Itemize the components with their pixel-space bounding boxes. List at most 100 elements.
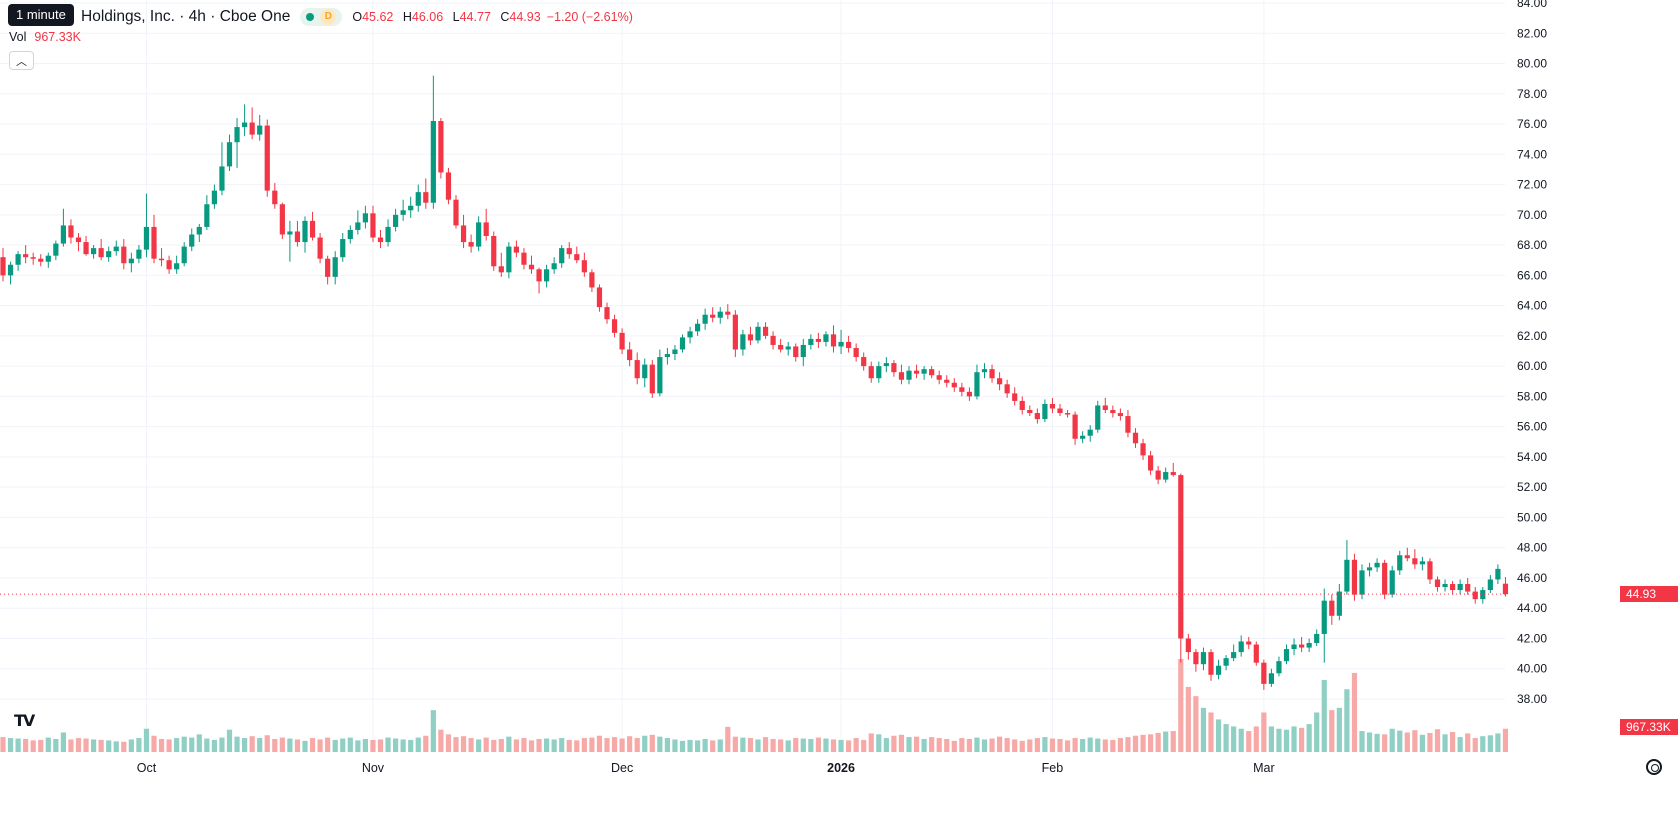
candle-body <box>710 314 716 318</box>
volume-bar <box>566 739 572 752</box>
volume-bar <box>725 726 731 752</box>
volume-bar <box>483 737 489 752</box>
time-tick-label: Dec <box>611 761 633 775</box>
candle-body <box>1246 641 1252 645</box>
volume-bar <box>913 736 920 752</box>
volume-bar <box>1344 689 1350 752</box>
volume-bar <box>642 735 648 752</box>
last-volume-tag: 967.33K <box>1620 719 1678 735</box>
volume-bar <box>1299 727 1305 752</box>
tradingview-logo-icon[interactable]: TV <box>14 711 35 730</box>
candle-body <box>257 125 263 135</box>
volume-bar <box>1223 724 1229 752</box>
volume-bars <box>0 659 1509 752</box>
volume-bar <box>702 738 708 752</box>
candle-body <box>634 360 640 379</box>
volume-bar <box>1034 738 1040 752</box>
volume-bar <box>430 710 436 752</box>
volume-bar <box>279 737 285 752</box>
volume-bar <box>1480 736 1486 752</box>
candle-body <box>1208 652 1214 675</box>
candle-body <box>68 225 74 238</box>
candle-body <box>898 372 905 380</box>
volume-bar <box>936 738 942 752</box>
volume-value: 967.33K <box>34 30 81 44</box>
gear-icon[interactable] <box>1646 759 1662 775</box>
volume-bar <box>1495 733 1501 752</box>
candle-body <box>544 269 550 282</box>
volume-bar <box>309 738 316 752</box>
volume-bar <box>1178 659 1184 752</box>
candle-body <box>445 172 452 200</box>
candle-body <box>853 347 859 358</box>
ohlc-low-value: 44.77 <box>459 10 491 24</box>
candle-body <box>581 260 587 273</box>
volume-bar <box>740 737 746 752</box>
candle-body <box>1434 579 1441 588</box>
volume-bar <box>627 736 633 752</box>
volume-bar <box>876 734 882 752</box>
candle-body <box>121 246 127 264</box>
price-tick-label: 70.00 <box>1517 208 1547 222</box>
symbol-title[interactable]: Holdings, Inc. · 4h · Cboe One <box>81 8 291 25</box>
candle-body <box>158 258 165 261</box>
candle-body <box>174 263 180 270</box>
candle-body <box>1299 644 1305 648</box>
volume-bar <box>211 739 217 752</box>
volume-bar <box>1155 732 1161 752</box>
candle-body <box>1291 644 1297 650</box>
collapse-legend-button[interactable]: ︿ <box>9 51 34 70</box>
volume-bar <box>400 739 406 752</box>
volume-bar <box>257 738 263 752</box>
candle-body <box>1268 673 1274 684</box>
candle-body <box>981 369 988 373</box>
candle-body <box>1329 600 1335 616</box>
volume-bar <box>1208 712 1214 752</box>
volume-bar <box>853 738 859 752</box>
candle-body <box>423 192 429 203</box>
candle-body <box>861 357 867 367</box>
volume-bar <box>1125 737 1131 752</box>
volume-bar <box>732 736 738 752</box>
volume-bar <box>370 739 376 752</box>
candle-body <box>997 378 1003 385</box>
time-tick-label: Nov <box>362 761 385 775</box>
candle-body <box>891 363 897 373</box>
volume-bar <box>121 741 127 752</box>
volume-bar <box>468 738 474 752</box>
volume-bar <box>272 738 278 752</box>
candle-body <box>15 254 21 265</box>
candle-body <box>1374 562 1380 568</box>
candle-body <box>506 246 512 273</box>
candle-body <box>672 349 678 355</box>
volume-bar <box>181 736 187 752</box>
volume-bar <box>1374 733 1380 752</box>
volume-bar <box>302 740 308 752</box>
candle-body <box>604 307 610 320</box>
candle-body <box>1064 413 1071 415</box>
volume-bar <box>830 739 837 752</box>
candle-body <box>536 269 542 282</box>
candle-body <box>747 334 754 341</box>
candle-body <box>1170 472 1176 476</box>
volume-bar <box>528 740 535 752</box>
volume-bar <box>747 738 754 752</box>
volume-bar <box>91 739 97 752</box>
candle-body <box>695 323 701 332</box>
candle-body <box>559 248 565 264</box>
candle-body <box>664 354 670 358</box>
candle-body <box>1450 584 1456 591</box>
market-status[interactable]: D <box>300 8 343 26</box>
volume-bar <box>1291 726 1297 752</box>
price-tick-label: 80.00 <box>1517 57 1547 71</box>
price-tick-label: 62.00 <box>1517 329 1547 343</box>
volume-bar <box>574 740 580 752</box>
volume-bar <box>1117 738 1123 752</box>
price-tick-label: 44.00 <box>1517 601 1547 615</box>
volume-bar <box>23 738 29 752</box>
volume-bar <box>604 738 610 752</box>
candle-body <box>415 192 421 206</box>
volume-bar <box>521 738 527 752</box>
volume-bar <box>596 735 603 752</box>
